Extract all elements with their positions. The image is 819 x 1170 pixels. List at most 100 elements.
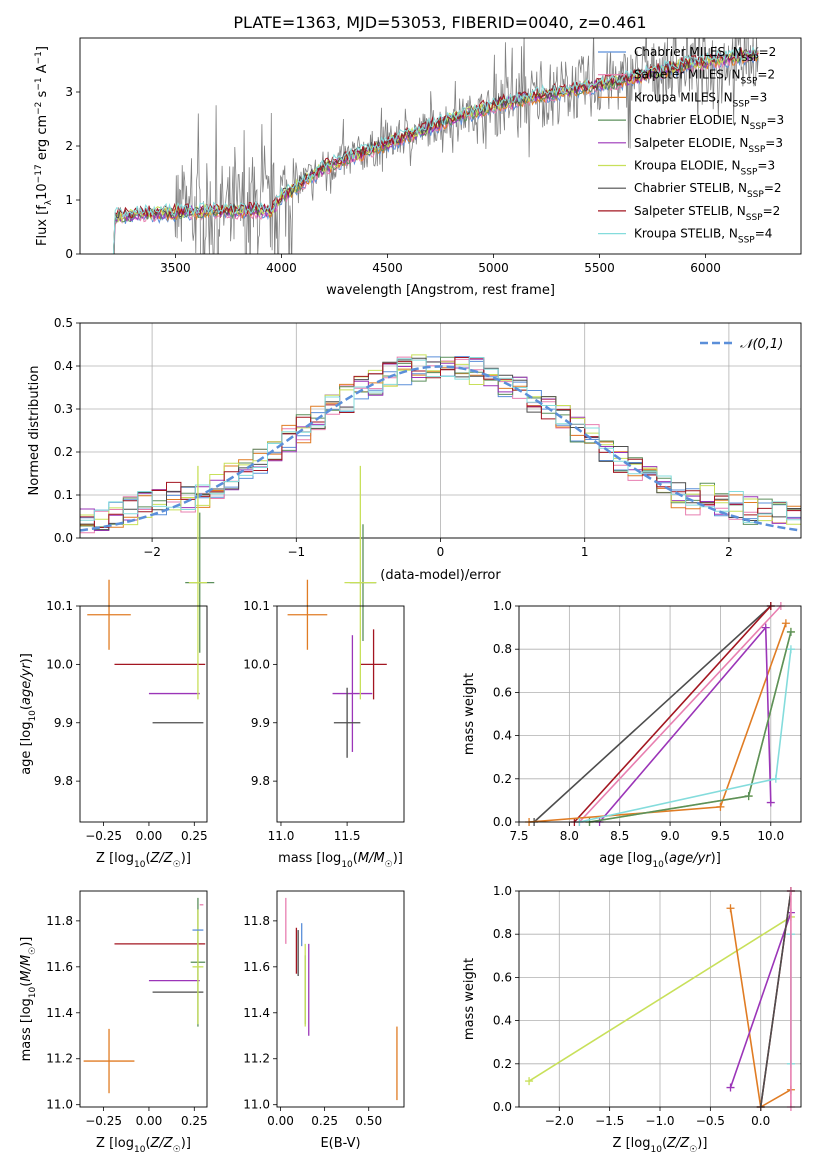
age_vs_Z-ytick-label: 10.0 (46, 657, 73, 671)
mass_weight_vs_Z-xtick-label: −2.0 (545, 1114, 574, 1128)
mass_vs_ebv-ytick-label: 11.6 (243, 960, 270, 974)
legend-label-s_stelib-part: SSP (746, 213, 763, 223)
hist-frame (79, 322, 802, 539)
mass_weight_vs_age-marker-c_elodie (744, 792, 753, 801)
mass_weight_vs_Z-xlabel-part: Z [log (613, 1136, 651, 1151)
mass_weight_vs_Z-ylabel: mass weight (462, 958, 477, 1040)
legend-label-s_miles-part: SSP (741, 77, 758, 87)
legend-label-c_miles-part: Chabrier MILES, N (634, 45, 742, 59)
age_vs_Z-xlabel-part: ☉ (173, 860, 181, 870)
hist-gaussian-curve (79, 365, 802, 532)
mass_weight_vs_age-marker-k_miles (781, 619, 790, 628)
mass_vs_Z-ylabel-part: M/M (19, 955, 34, 982)
mass_weight_vs_Z-xlabel-part: Z/Z (666, 1136, 690, 1151)
spectrum-ylabel-part: λ (44, 199, 54, 205)
mass_weight_vs_age-marker-k_stelib (771, 774, 780, 783)
spectrum-ytick-label: 0 (65, 247, 73, 261)
mass_weight_vs_Z-line-k_elodie (528, 916, 792, 1082)
legend-label-s_miles-part: Salpeter MILES, N (634, 68, 741, 82)
mass_weight_vs_Z-marker-s_elodie (726, 1083, 735, 1092)
spectrum-xtick-label: 5500 (584, 261, 615, 275)
mass_weight_vs_age-ytick-label: 0.8 (493, 642, 512, 656)
mass_weight_vs_age-marker-k_stelib (786, 645, 795, 654)
age_vs_mass-xlabel-part: mass [log (278, 851, 341, 866)
legend-label-c_elodie-part: =3 (766, 113, 784, 127)
legend-label-s_stelib-part: Salpeter STELIB, N (634, 204, 746, 218)
mass_weight_vs_age-xlabel-part: age/yr (669, 851, 712, 866)
mass_vs_ebv-ytick-label: 11.0 (243, 1098, 270, 1112)
mass_weight_vs_age-ytick-label: 0.0 (493, 815, 512, 829)
mass_vs_Z-ytick-label: 11.0 (46, 1098, 73, 1112)
legend-label-k_miles-part: =3 (750, 90, 768, 104)
legend-label-s_elodie-part: =3 (765, 136, 783, 150)
mass_weight_vs_Z-line-c_stelib (759, 890, 792, 1108)
hist-legend-label: 𝒩(0,1) (740, 337, 783, 352)
spectrum-ylabel-part: ] (35, 46, 50, 51)
hist-s_stelib (80, 357, 801, 528)
legend-label-s_elodie: Salpeter ELODIE, NSSP=3 (634, 136, 783, 155)
age_vs_Z-ytick-label: 10.1 (46, 599, 73, 613)
mass_weight_vs_age-xtick-label: 10.0 (757, 829, 784, 843)
mass_weight_vs_age-frame (518, 605, 802, 823)
mass_vs_ebv-ytick-label: 11.2 (243, 1052, 270, 1066)
age_vs_mass-xtick-label: 11.0 (268, 829, 295, 843)
spectrum-plot-area (111, 38, 759, 254)
legend-label-k_elodie-part: SSP (741, 168, 758, 178)
residual_hist-xtick-label: 1 (581, 545, 589, 559)
mass_vs_ebv-xlabel: E(B-V) (320, 1136, 360, 1151)
mass_weight_vs_Z-marker-k_miles (726, 904, 735, 913)
legend-label-c_elodie-part: Chabrier ELODIE, N (634, 113, 750, 127)
spectrum-ytick-label: 3 (65, 85, 73, 99)
spectrum-xlabel: wavelength [Angstrom, rest frame] (326, 283, 555, 298)
mass_weight_vs_age-xtick-label: 7.5 (509, 829, 528, 843)
age_vs_Z-xlabel: Z [log10(Z/Z☉)] (96, 851, 191, 870)
residual_hist-xtick-label: −2 (143, 545, 161, 559)
mass_vs_ebv-ytick-label: 11.4 (243, 1006, 270, 1020)
mass_vs_Z-xlabel-part: Z/Z (150, 1136, 174, 1151)
age_vs_Z-xtick-label: 0.25 (181, 829, 208, 843)
legend-label-s_stelib-part: =2 (763, 204, 781, 218)
mass_weight_vs_age-ytick-label: 0.2 (493, 772, 512, 786)
mass_weight_vs_age-xlabel: age [log10(age/yr)] (599, 851, 721, 870)
spectrum-ytick-label: 2 (65, 139, 73, 153)
age_vs_mass-xlabel: mass [log10(M/M☉)] (278, 851, 403, 870)
residual_hist-ytick-label: 0.5 (54, 316, 73, 330)
legend-label-c_miles: Chabrier MILES, NSSP=2 (634, 45, 776, 64)
legend-label-k_miles-part: Kroupa MILES, N (634, 90, 733, 104)
age_vs_mass-ytick-label: 10.0 (243, 657, 270, 671)
mass_vs_Z-ytick-label: 11.4 (46, 1006, 73, 1020)
age_vs_Z-xlabel-part: 10 (134, 860, 146, 870)
hist-legend-label-part: 𝒩(0,1) (740, 337, 783, 352)
mass_weight_vs_age-xlabel-part: ( (664, 851, 669, 866)
mass_weight_vs_Z-line-s_elodie (729, 912, 792, 1088)
age_vs_Z-ylabel-part: )] (19, 653, 34, 663)
mass_weight_vs_Z-frame (518, 890, 802, 1108)
spectrum-ylabel-part: 10 (35, 183, 50, 200)
mass_weight_vs_Z-ytick-label: 0.4 (493, 1014, 512, 1028)
legend-label-k_stelib: Kroupa STELIB, NSSP=4 (634, 227, 772, 246)
legend-label-k_stelib-part: Kroupa STELIB, N (634, 227, 738, 241)
legend-label-c_miles-part: SSP (742, 54, 759, 64)
age_vs_Z-ylabel-part: ( (19, 705, 34, 710)
mass_weight_vs_Z-xlabel-part: )] (697, 1136, 707, 1151)
spectrum-ylabel-part: s (35, 90, 50, 101)
legend-label-s_elodie-part: SSP (748, 145, 765, 155)
mass_vs_Z-xlabel-part: ( (145, 1136, 150, 1151)
age_vs_mass-xtick-label: 11.5 (334, 829, 361, 843)
spectrum-model-k_stelib (111, 46, 759, 254)
spectrum-xtick-label: 4500 (372, 261, 403, 275)
age_vs_Z-ylabel-part: 10 (28, 710, 38, 722)
figure-title: PLATE=1363, MJD=53053, FIBERID=0040, z=0… (233, 13, 646, 32)
mass_vs_Z-xtick-label: −0.25 (85, 1114, 122, 1128)
hist-xlabel: (data-model)/error (380, 568, 501, 583)
mass_vs_Z-ylabel-part: mass [log (19, 998, 34, 1061)
mass_vs_Z-xlabel-part: Z [log (96, 1136, 134, 1151)
mass_vs_Z-ytick-label: 11.8 (46, 914, 73, 928)
spectrum-ylabel-part: erg cm (35, 115, 50, 164)
age_vs_Z-frame (79, 605, 208, 823)
age_vs_mass-ytick-label: 9.8 (251, 774, 270, 788)
mass_weight_vs_age-line-s_stelib (573, 605, 772, 823)
mass_weight_vs_age-ylabel: mass weight (462, 673, 477, 755)
residual_hist-ytick-label: 0.0 (54, 531, 73, 545)
